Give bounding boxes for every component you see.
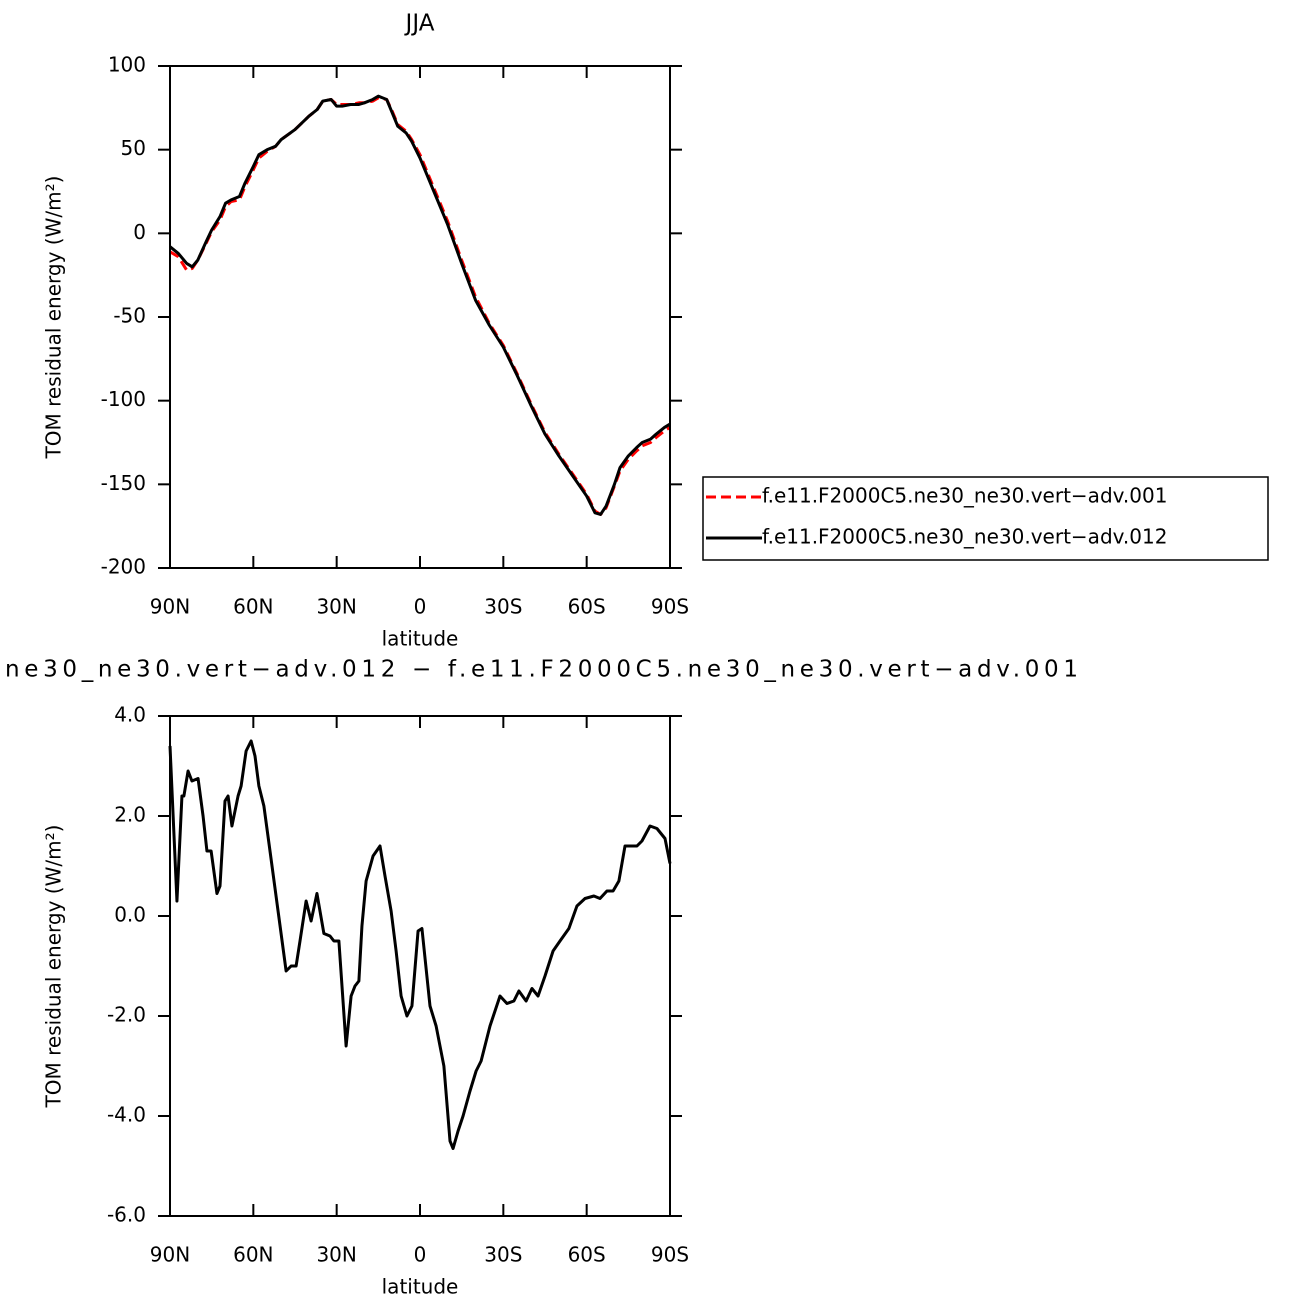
x-tick-label: 60N	[233, 595, 273, 619]
x-tick-label: 0	[414, 595, 427, 619]
y-tick-label: -100	[101, 387, 146, 411]
y-axis-label: TOM residual energy (W/m²)	[42, 825, 66, 1109]
y-tick-label: -2.0	[107, 1003, 146, 1027]
x-tick-label: 30N	[316, 595, 356, 619]
y-tick-label: -4.0	[107, 1103, 146, 1127]
y-tick-label: 2.0	[114, 803, 146, 827]
y-tick-label: -200	[101, 555, 146, 579]
plot-frame	[169, 65, 671, 569]
y-tick-label: -6.0	[107, 1203, 146, 1227]
x-tick-label: 30S	[484, 1243, 522, 1267]
x-tick-label: 90S	[651, 1243, 689, 1267]
x-tick-label: 30N	[316, 1243, 356, 1267]
x-tick-label: 60S	[568, 595, 606, 619]
y-tick-label: -50	[113, 304, 146, 328]
chart-title: ne30_ne30.vert−adv.012 − f.e11.F2000C5.n…	[5, 657, 1078, 683]
x-tick-label: 90S	[651, 595, 689, 619]
x-tick-label: 90N	[150, 1243, 190, 1267]
line	[168, 739, 672, 1150]
x-tick-label: 90N	[150, 595, 190, 619]
y-tick-label: 0.0	[114, 903, 146, 927]
x-axis-label: latitude	[382, 627, 459, 651]
x-tick-label: 60S	[568, 1243, 606, 1267]
x-tick-label: 30S	[484, 595, 522, 619]
y-tick-label: 50	[121, 136, 146, 160]
chart-title: JJA	[404, 11, 435, 37]
x-tick-label: 0	[414, 1243, 427, 1267]
y-axis-label: TOM residual energy (W/m²)	[42, 176, 66, 460]
x-tick-label: 60N	[233, 1243, 273, 1267]
plot-frame	[169, 715, 671, 1217]
y-tick-label: 100	[108, 53, 146, 77]
legend-box	[702, 476, 1269, 561]
legend-label: f.e11.F2000C5.ne30_ne30.vert−adv.001	[762, 484, 1167, 508]
y-tick-label: 0	[133, 220, 146, 244]
x-axis-label: latitude	[382, 1275, 459, 1299]
line	[169, 94, 671, 516]
y-tick-label: -150	[101, 471, 146, 495]
y-tick-label: 4.0	[114, 703, 146, 727]
legend-label: f.e11.F2000C5.ne30_ne30.vert−adv.012	[762, 525, 1167, 549]
